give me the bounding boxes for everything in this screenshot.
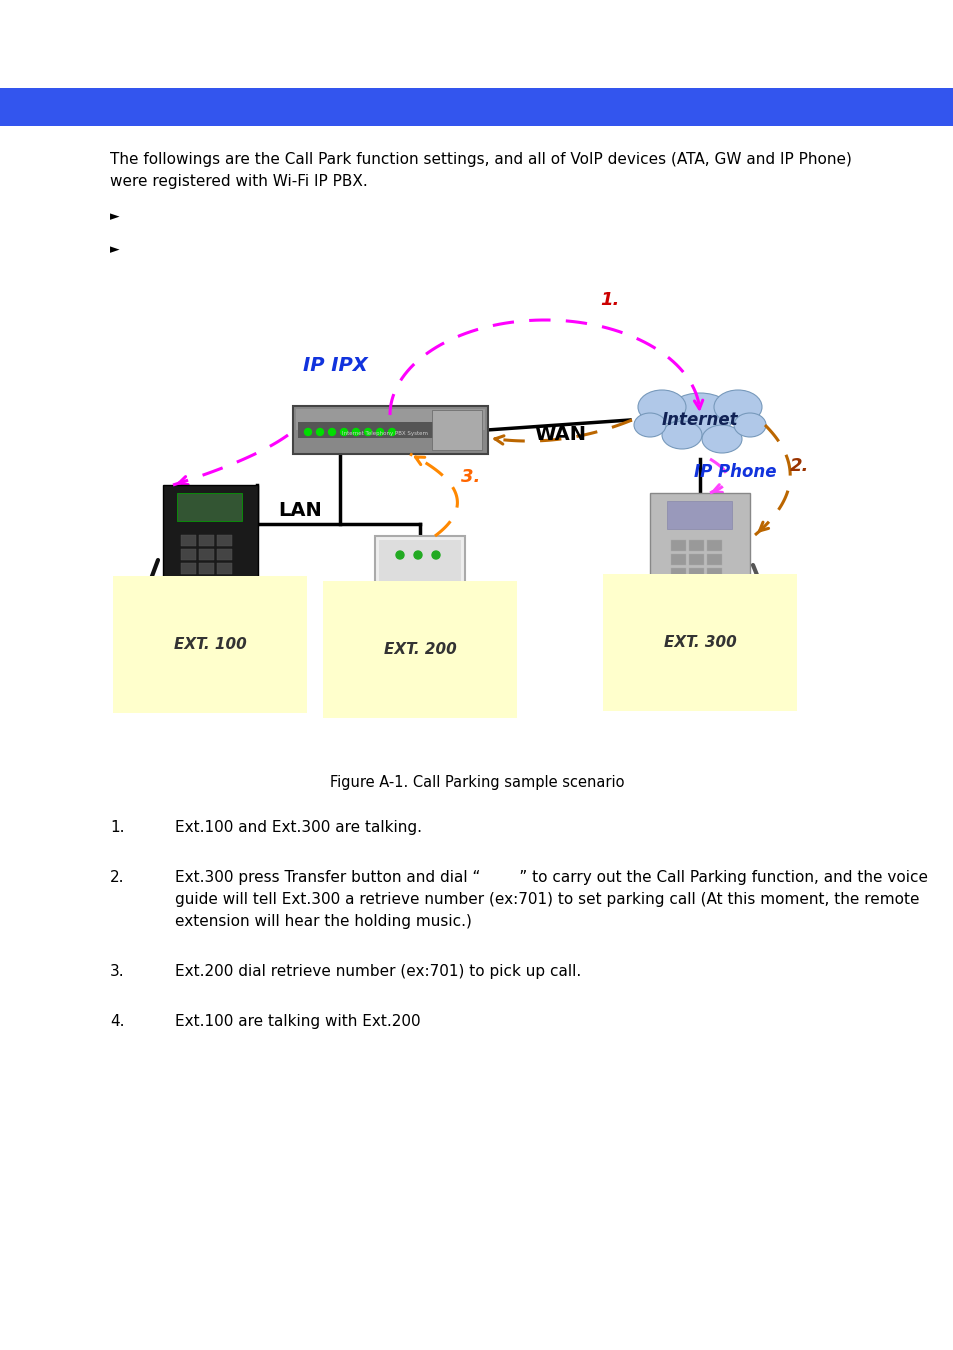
Text: 1.: 1. <box>110 819 125 836</box>
FancyBboxPatch shape <box>295 409 484 431</box>
FancyBboxPatch shape <box>199 576 214 587</box>
Ellipse shape <box>661 421 701 450</box>
FancyBboxPatch shape <box>199 535 214 545</box>
Text: WAN: WAN <box>534 425 585 444</box>
Circle shape <box>432 551 439 559</box>
Ellipse shape <box>665 393 733 437</box>
Circle shape <box>395 551 403 559</box>
Text: Ext.300 press Transfer button and dial “        ” to carry out the Call Parking : Ext.300 press Transfer button and dial “… <box>174 869 927 886</box>
Text: EXT. 200: EXT. 200 <box>383 643 456 657</box>
FancyBboxPatch shape <box>432 410 481 450</box>
Circle shape <box>304 428 312 436</box>
FancyBboxPatch shape <box>0 88 953 126</box>
FancyBboxPatch shape <box>707 540 721 551</box>
FancyBboxPatch shape <box>199 548 214 559</box>
FancyBboxPatch shape <box>689 567 703 579</box>
Text: 2.: 2. <box>789 456 808 475</box>
Circle shape <box>388 428 395 436</box>
FancyBboxPatch shape <box>297 423 433 437</box>
Text: ►: ► <box>110 211 119 223</box>
Ellipse shape <box>733 413 765 437</box>
FancyBboxPatch shape <box>689 582 703 593</box>
Text: guide will tell Ext.300 a retrieve number (ex:701) to set parking call (At this : guide will tell Ext.300 a retrieve numbe… <box>174 892 919 907</box>
FancyBboxPatch shape <box>671 582 686 593</box>
Text: Internet: Internet <box>661 410 738 429</box>
FancyBboxPatch shape <box>217 535 233 545</box>
FancyBboxPatch shape <box>217 563 233 574</box>
Ellipse shape <box>701 425 741 454</box>
FancyBboxPatch shape <box>666 501 731 529</box>
FancyBboxPatch shape <box>378 540 460 599</box>
Text: The followings are the Call Park function settings, and all of VoIP devices (ATA: The followings are the Call Park functio… <box>110 153 851 167</box>
FancyBboxPatch shape <box>181 576 196 587</box>
FancyBboxPatch shape <box>707 567 721 579</box>
Text: Ext.100 and Ext.300 are talking.: Ext.100 and Ext.300 are talking. <box>174 819 421 836</box>
Ellipse shape <box>713 390 761 424</box>
FancyBboxPatch shape <box>181 548 196 559</box>
FancyBboxPatch shape <box>671 540 686 551</box>
Circle shape <box>352 428 359 436</box>
FancyBboxPatch shape <box>177 493 242 521</box>
FancyBboxPatch shape <box>649 493 749 598</box>
Text: IP IPX: IP IPX <box>302 356 367 375</box>
Text: 2.: 2. <box>110 869 125 886</box>
FancyBboxPatch shape <box>671 554 686 564</box>
FancyBboxPatch shape <box>375 536 464 603</box>
Text: extension will hear the holding music.): extension will hear the holding music.) <box>174 914 472 929</box>
Text: 4.: 4. <box>110 1014 125 1029</box>
Ellipse shape <box>634 413 665 437</box>
FancyBboxPatch shape <box>199 563 214 574</box>
Text: Internet Telephony PBX System: Internet Telephony PBX System <box>341 431 428 436</box>
FancyBboxPatch shape <box>707 582 721 593</box>
Text: 3.: 3. <box>110 964 125 979</box>
FancyBboxPatch shape <box>671 567 686 579</box>
Circle shape <box>376 428 383 436</box>
FancyBboxPatch shape <box>181 535 196 545</box>
Text: ►: ► <box>110 243 119 256</box>
FancyBboxPatch shape <box>707 554 721 564</box>
Text: were registered with Wi-Fi IP PBX.: were registered with Wi-Fi IP PBX. <box>110 174 367 189</box>
FancyBboxPatch shape <box>163 485 257 595</box>
Text: 1.: 1. <box>599 292 618 309</box>
Circle shape <box>414 551 421 559</box>
Text: Ext.100 are talking with Ext.200: Ext.100 are talking with Ext.200 <box>174 1014 420 1029</box>
Text: IP Phone: IP Phone <box>169 605 251 622</box>
Text: Figure A-1. Call Parking sample scenario: Figure A-1. Call Parking sample scenario <box>330 775 623 790</box>
Text: EXT. 100: EXT. 100 <box>173 637 246 652</box>
Text: Ext.200 dial retrieve number (ex:701) to pick up call.: Ext.200 dial retrieve number (ex:701) to… <box>174 964 580 979</box>
Circle shape <box>364 428 371 436</box>
FancyBboxPatch shape <box>293 406 488 454</box>
FancyBboxPatch shape <box>689 540 703 551</box>
Text: IP Phone: IP Phone <box>693 463 776 481</box>
Circle shape <box>328 428 335 436</box>
FancyBboxPatch shape <box>689 554 703 564</box>
FancyBboxPatch shape <box>181 563 196 574</box>
Circle shape <box>316 428 323 436</box>
Text: EXT. 300: EXT. 300 <box>663 634 736 649</box>
Text: 3.: 3. <box>460 468 479 486</box>
Text: ATA: ATA <box>402 612 436 630</box>
Text: LAN: LAN <box>278 501 321 520</box>
FancyBboxPatch shape <box>217 576 233 587</box>
Ellipse shape <box>638 390 685 424</box>
FancyBboxPatch shape <box>217 548 233 559</box>
Circle shape <box>340 428 347 436</box>
